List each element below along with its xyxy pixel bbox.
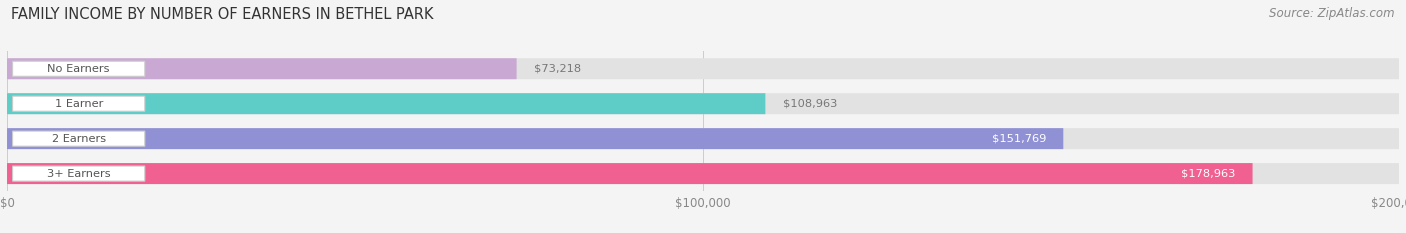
FancyBboxPatch shape (7, 58, 516, 79)
FancyBboxPatch shape (7, 128, 1063, 149)
FancyBboxPatch shape (13, 131, 145, 146)
Text: 2 Earners: 2 Earners (52, 134, 105, 144)
FancyBboxPatch shape (7, 58, 1399, 79)
FancyBboxPatch shape (7, 163, 1253, 184)
Text: FAMILY INCOME BY NUMBER OF EARNERS IN BETHEL PARK: FAMILY INCOME BY NUMBER OF EARNERS IN BE… (11, 7, 433, 22)
FancyBboxPatch shape (13, 96, 145, 111)
Text: $151,769: $151,769 (991, 134, 1046, 144)
FancyBboxPatch shape (7, 128, 1399, 149)
FancyBboxPatch shape (13, 61, 145, 76)
Text: Source: ZipAtlas.com: Source: ZipAtlas.com (1270, 7, 1395, 20)
Text: $108,963: $108,963 (783, 99, 837, 109)
Text: No Earners: No Earners (48, 64, 110, 74)
Text: 1 Earner: 1 Earner (55, 99, 103, 109)
Text: 3+ Earners: 3+ Earners (46, 169, 111, 178)
FancyBboxPatch shape (7, 93, 765, 114)
FancyBboxPatch shape (7, 93, 1399, 114)
FancyBboxPatch shape (13, 166, 145, 181)
Text: $178,963: $178,963 (1181, 169, 1234, 178)
FancyBboxPatch shape (7, 163, 1399, 184)
Text: $73,218: $73,218 (534, 64, 581, 74)
